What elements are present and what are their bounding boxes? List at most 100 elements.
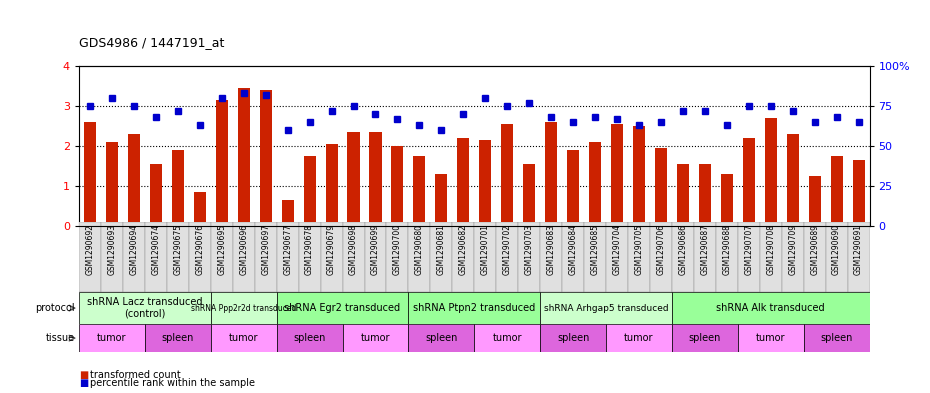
Bar: [145, 222, 166, 292]
Text: GSM1290705: GSM1290705: [634, 224, 644, 275]
Bar: [452, 222, 474, 292]
Text: GSM1290696: GSM1290696: [239, 224, 248, 275]
Text: spleen: spleen: [689, 333, 721, 343]
Text: ■: ■: [79, 370, 88, 380]
Text: shRNA Arhgap5 transduced: shRNA Arhgap5 transduced: [544, 304, 669, 312]
Text: percentile rank within the sample: percentile rank within the sample: [90, 378, 255, 388]
Bar: [633, 126, 645, 226]
Bar: [804, 324, 870, 352]
Bar: [540, 222, 562, 292]
Text: spleen: spleen: [820, 333, 853, 343]
Bar: [172, 150, 184, 226]
Bar: [677, 164, 689, 226]
Text: GSM1290694: GSM1290694: [129, 224, 139, 275]
Bar: [760, 222, 782, 292]
Bar: [743, 138, 755, 226]
Text: GSM1290700: GSM1290700: [393, 224, 402, 275]
Text: tumor: tumor: [229, 333, 259, 343]
Bar: [216, 100, 228, 226]
Bar: [830, 156, 843, 226]
Text: GSM1290679: GSM1290679: [327, 224, 336, 275]
Text: GSM1290675: GSM1290675: [173, 224, 182, 275]
Text: GSM1290695: GSM1290695: [218, 224, 226, 275]
Text: GSM1290708: GSM1290708: [766, 224, 776, 275]
Bar: [501, 124, 513, 226]
Text: shRNA Lacz transduced
(control): shRNA Lacz transduced (control): [87, 298, 203, 319]
Bar: [671, 292, 870, 324]
Bar: [255, 222, 277, 292]
Bar: [211, 222, 232, 292]
Bar: [238, 88, 250, 226]
Bar: [166, 222, 189, 292]
Bar: [474, 324, 540, 352]
Bar: [628, 222, 650, 292]
Text: GSM1290703: GSM1290703: [525, 224, 534, 275]
Bar: [211, 292, 277, 324]
Bar: [606, 324, 671, 352]
Bar: [101, 222, 123, 292]
Bar: [211, 324, 277, 352]
Bar: [721, 174, 733, 226]
Bar: [431, 222, 452, 292]
Bar: [716, 222, 737, 292]
Bar: [655, 148, 667, 226]
Bar: [545, 122, 557, 226]
Bar: [589, 142, 601, 226]
Text: tumor: tumor: [361, 333, 391, 343]
Bar: [79, 222, 101, 292]
Text: GSM1290690: GSM1290690: [832, 224, 841, 275]
Text: shRNA Ppp2r2d transduced: shRNA Ppp2r2d transduced: [191, 304, 297, 312]
Bar: [408, 222, 431, 292]
Text: shRNA Alk transduced: shRNA Alk transduced: [716, 303, 825, 313]
Text: GSM1290698: GSM1290698: [349, 224, 358, 275]
Text: GSM1290678: GSM1290678: [305, 224, 314, 275]
Text: spleen: spleen: [557, 333, 590, 343]
Text: GSM1290688: GSM1290688: [723, 224, 731, 275]
Bar: [567, 150, 579, 226]
Bar: [79, 324, 145, 352]
Bar: [303, 156, 315, 226]
Bar: [497, 222, 518, 292]
Bar: [847, 222, 870, 292]
Text: GSM1290683: GSM1290683: [547, 224, 555, 275]
Bar: [342, 222, 365, 292]
Text: tissue: tissue: [46, 333, 74, 343]
Text: GSM1290707: GSM1290707: [744, 224, 753, 275]
Text: GSM1290686: GSM1290686: [678, 224, 687, 275]
Text: GSM1290681: GSM1290681: [437, 224, 445, 275]
Bar: [299, 222, 321, 292]
Text: shRNA Egr2 transduced: shRNA Egr2 transduced: [285, 303, 401, 313]
Bar: [232, 222, 255, 292]
Text: GSM1290709: GSM1290709: [789, 224, 797, 275]
Bar: [145, 324, 211, 352]
Text: spleen: spleen: [162, 333, 194, 343]
Text: GSM1290687: GSM1290687: [700, 224, 710, 275]
Bar: [764, 118, 777, 226]
Bar: [259, 90, 272, 226]
Bar: [435, 174, 447, 226]
Text: GSM1290704: GSM1290704: [613, 224, 621, 275]
Bar: [782, 222, 804, 292]
Bar: [737, 324, 804, 352]
Bar: [342, 324, 408, 352]
Text: transformed count: transformed count: [90, 370, 181, 380]
Text: shRNA Ptpn2 transduced: shRNA Ptpn2 transduced: [413, 303, 536, 313]
Bar: [804, 222, 826, 292]
Bar: [671, 222, 694, 292]
Bar: [413, 156, 425, 226]
Bar: [584, 222, 606, 292]
Text: GSM1290701: GSM1290701: [481, 224, 490, 275]
Bar: [787, 134, 799, 226]
Bar: [808, 176, 820, 226]
Bar: [123, 222, 145, 292]
Bar: [474, 222, 497, 292]
Text: GSM1290682: GSM1290682: [458, 224, 468, 275]
Bar: [277, 292, 408, 324]
Bar: [408, 324, 474, 352]
Bar: [106, 142, 118, 226]
Bar: [326, 144, 338, 226]
Bar: [408, 292, 540, 324]
Bar: [128, 134, 140, 226]
Text: GSM1290684: GSM1290684: [568, 224, 578, 275]
Text: spleen: spleen: [425, 333, 458, 343]
